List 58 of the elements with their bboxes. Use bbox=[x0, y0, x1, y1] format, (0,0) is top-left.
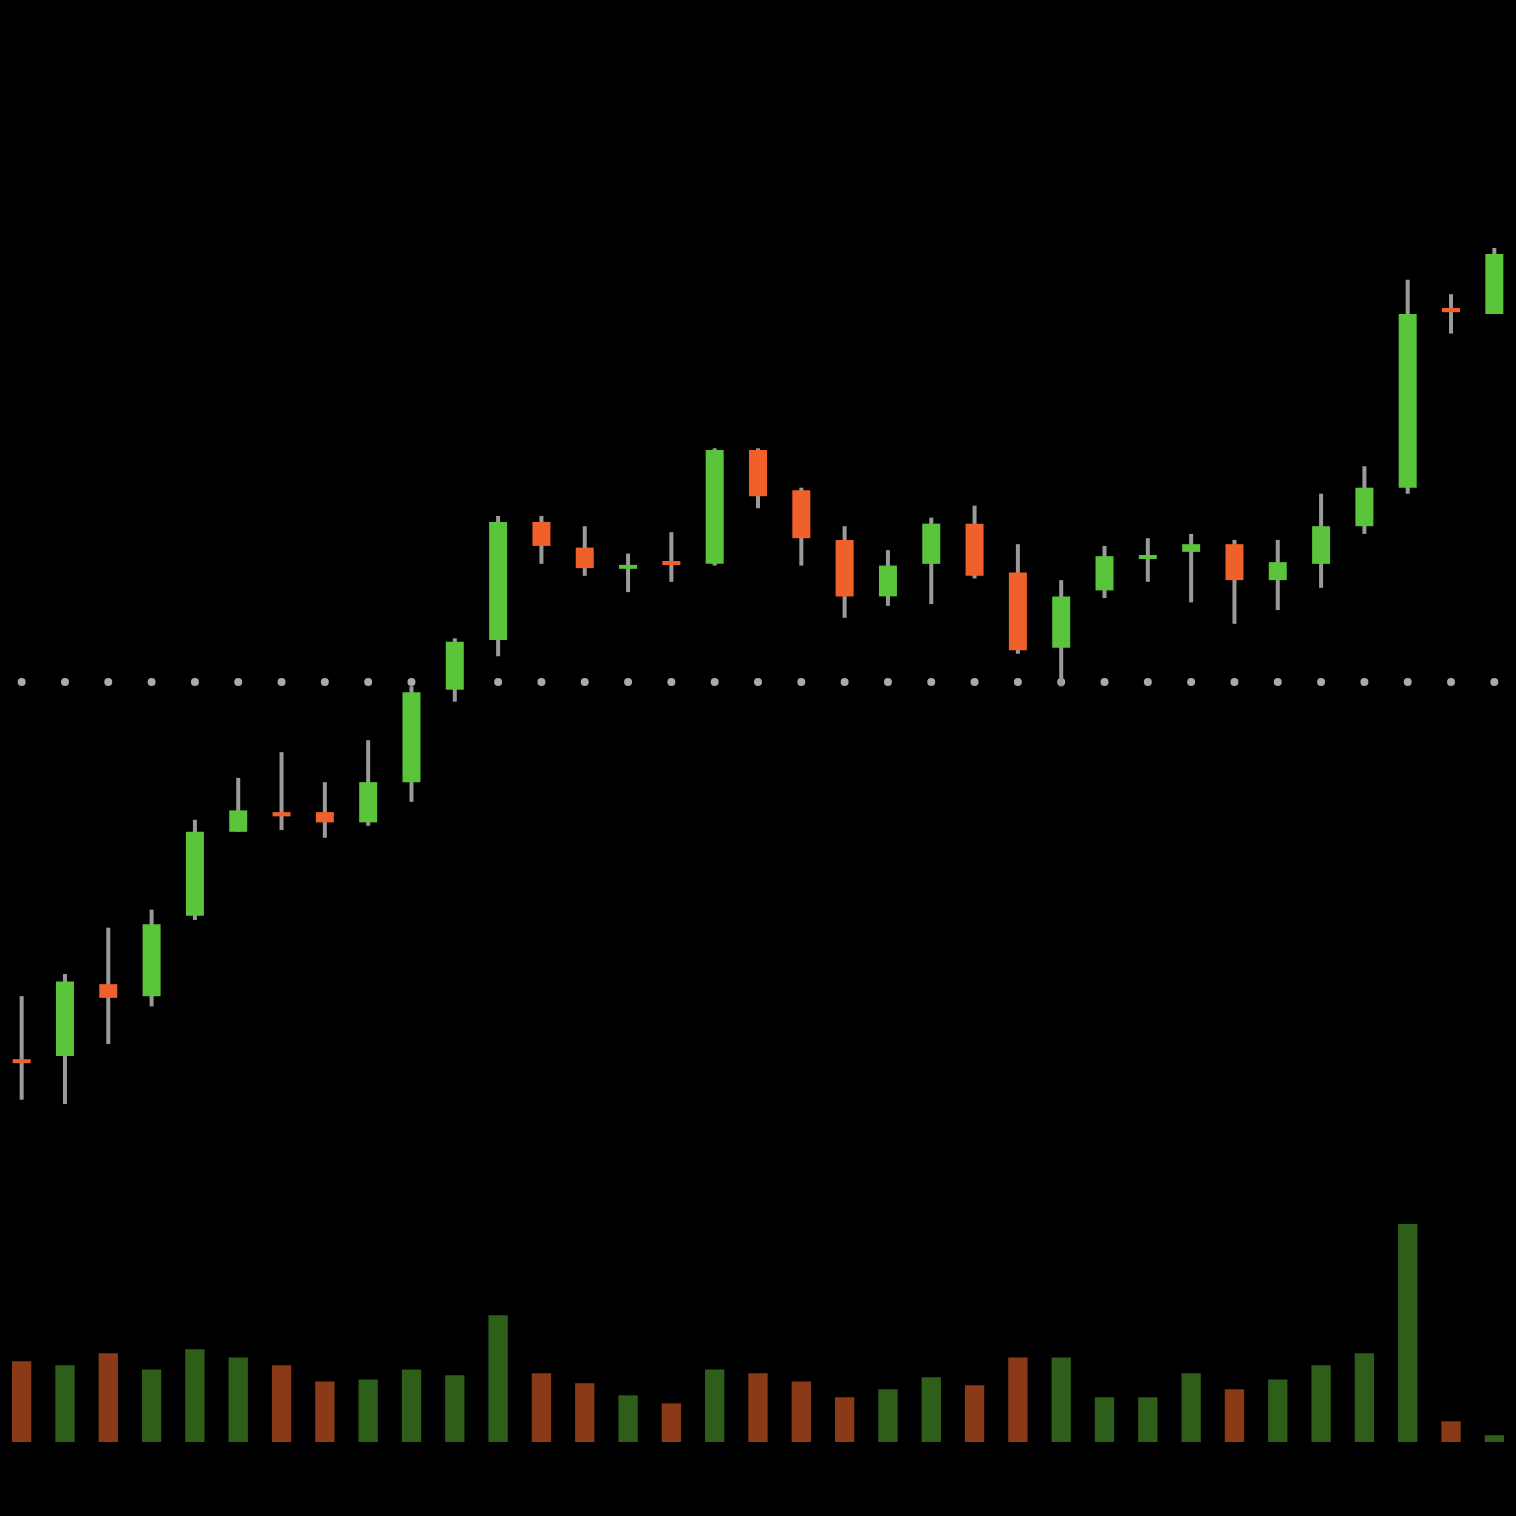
candlestick bbox=[792, 485, 811, 568]
bar bbox=[661, 1403, 682, 1442]
candlestick bbox=[1312, 491, 1331, 590]
bar bbox=[834, 1397, 855, 1442]
bar bbox=[921, 1377, 941, 1442]
bar bbox=[1051, 1357, 1071, 1442]
bar bbox=[98, 1353, 118, 1442]
bar bbox=[1224, 1389, 1245, 1442]
candlestick bbox=[1182, 531, 1201, 605]
candlestick bbox=[1225, 537, 1244, 626]
candlestick bbox=[662, 530, 681, 584]
bar bbox=[1094, 1397, 1115, 1442]
candlestick bbox=[878, 548, 897, 608]
bar bbox=[531, 1373, 552, 1442]
bar bbox=[1181, 1373, 1201, 1442]
candlestick bbox=[99, 925, 118, 1047]
bar bbox=[271, 1365, 292, 1442]
candlestick bbox=[229, 775, 248, 834]
bar bbox=[141, 1369, 162, 1442]
candlestick bbox=[1095, 543, 1114, 601]
candlestick bbox=[619, 551, 638, 595]
bar bbox=[1138, 1397, 1158, 1442]
bar bbox=[878, 1389, 898, 1442]
candlestick bbox=[532, 513, 551, 566]
candlestick bbox=[272, 750, 291, 833]
bar bbox=[488, 1315, 508, 1442]
candlestick bbox=[12, 994, 31, 1102]
bar bbox=[1484, 1435, 1504, 1442]
bar bbox=[575, 1383, 595, 1442]
candlestick bbox=[315, 780, 334, 840]
candlestick bbox=[1442, 292, 1461, 336]
bar bbox=[315, 1381, 335, 1442]
bar bbox=[1398, 1224, 1418, 1442]
candlestick bbox=[359, 738, 378, 828]
bar bbox=[12, 1361, 32, 1442]
candlestick bbox=[1268, 537, 1287, 613]
bar bbox=[618, 1395, 638, 1442]
bar bbox=[358, 1379, 378, 1442]
bar bbox=[1008, 1357, 1028, 1442]
bar bbox=[748, 1373, 768, 1442]
bar bbox=[1441, 1421, 1461, 1442]
bar bbox=[445, 1375, 465, 1442]
bar bbox=[401, 1369, 422, 1442]
candlestick bbox=[575, 524, 594, 578]
candlestick bbox=[749, 446, 767, 511]
bar bbox=[1354, 1353, 1375, 1442]
candlestick bbox=[1138, 536, 1157, 584]
bar bbox=[791, 1381, 811, 1442]
bar bbox=[964, 1385, 985, 1442]
candlestick bbox=[922, 515, 941, 607]
bar bbox=[55, 1365, 75, 1442]
bar bbox=[185, 1349, 205, 1442]
candlestick bbox=[1355, 464, 1374, 536]
bar bbox=[705, 1369, 725, 1442]
bar bbox=[1311, 1365, 1331, 1442]
bar bbox=[1268, 1379, 1288, 1442]
candlestick bbox=[445, 636, 464, 704]
bar bbox=[228, 1357, 248, 1442]
